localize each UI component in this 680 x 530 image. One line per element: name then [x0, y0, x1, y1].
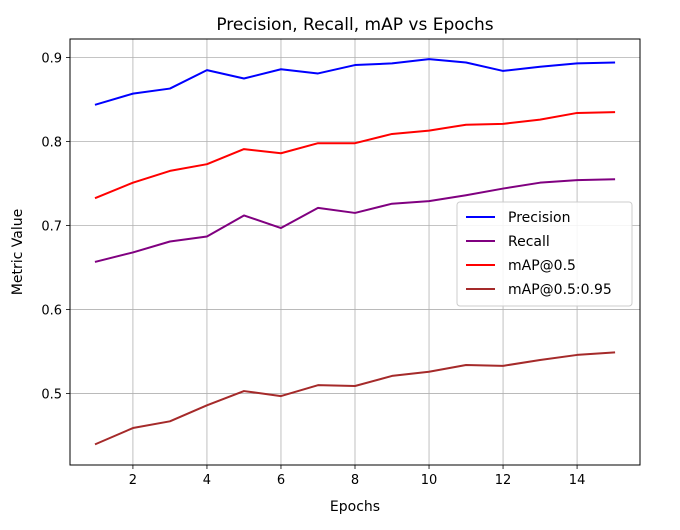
series-line-recall: [94, 178, 616, 263]
legend-label-map-0-5-0-95: mAP@0.5:0.95: [508, 282, 612, 298]
series-line-map-0-5-0-95: [94, 351, 616, 446]
series-line-map-0-5: [94, 111, 616, 200]
x-tick-label: 8: [351, 473, 359, 488]
legend-label-precision: Precision: [508, 210, 570, 226]
series-line-precision: [94, 58, 616, 106]
y-tick-label: 0.9: [41, 51, 62, 66]
legend: Precision Recall mAP@0.5 mAP@0.5:0.95: [456, 201, 633, 307]
y-tick-label: 0.6: [41, 304, 62, 319]
legend-box: [456, 201, 633, 307]
x-tick-label: 6: [277, 473, 285, 488]
x-tick-label: 10: [421, 473, 438, 488]
x-tick-label: 14: [569, 473, 586, 488]
x-tick-label: 4: [203, 473, 211, 488]
x-tick-label: 2: [129, 473, 137, 488]
axis-ticks: 2 4 6 8 10 12 14 0.5 0.6 0.7 0.8 0.9: [41, 51, 585, 488]
y-tick-label: 0.7: [41, 220, 62, 235]
legend-label-map-0-5: mAP@0.5: [508, 258, 576, 274]
x-tick-label: 12: [495, 473, 512, 488]
chart-title: Precision, Recall, mAP vs Epochs: [216, 15, 493, 35]
y-tick-label: 0.8: [41, 136, 62, 151]
y-axis-title: Metric Value: [10, 209, 26, 295]
x-axis-title: Epochs: [330, 499, 380, 515]
series-lines: [94, 58, 616, 446]
legend-label-recall: Recall: [508, 234, 550, 250]
y-tick-label: 0.5: [41, 388, 62, 403]
